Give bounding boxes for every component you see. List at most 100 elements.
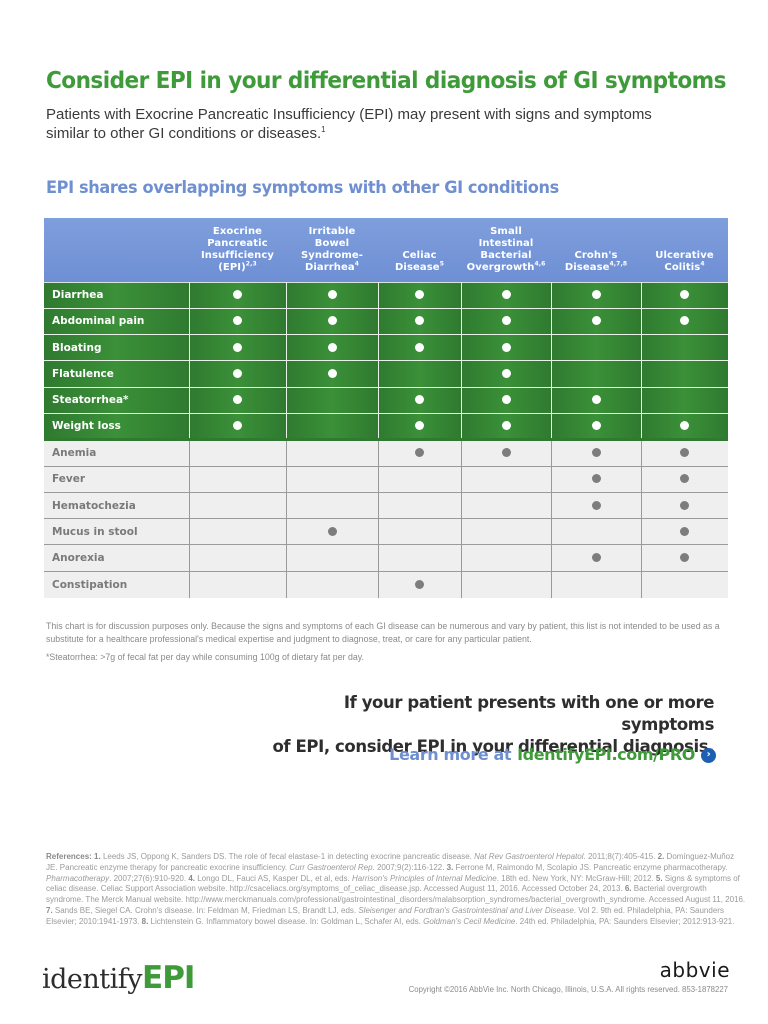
bullet-dot-icon: [680, 316, 690, 326]
reference-item: 4. Longo DL, Fauci AS, Kasper DL, et al,…: [188, 873, 656, 883]
table-row: Anorexia: [44, 544, 728, 572]
bullet-dot-icon: [501, 395, 511, 405]
bullet-dot-icon: [501, 369, 511, 379]
table-row: Bloating: [44, 334, 728, 362]
bullet-dot-icon: [233, 421, 242, 431]
bullet-dot-icon: [591, 553, 601, 563]
table-cell: [285, 307, 379, 336]
chevron-right-icon[interactable]: ›: [701, 747, 716, 763]
intro-paragraph: Patients with Exocrine Pancreatic Insuff…: [46, 105, 686, 143]
table-cell: [550, 438, 642, 467]
table-cell: [640, 544, 728, 572]
bullet-dot-icon: [680, 526, 690, 536]
identifyepi-logo: identify EPI: [42, 960, 195, 996]
table-cell: [377, 544, 462, 572]
copyright: Copyright ©2016 AbbVie Inc. North Chicag…: [408, 985, 728, 994]
column-header: Irritable Bowel Syndrome-Diarrhea4: [286, 218, 378, 282]
symptom-label: Anorexia: [44, 544, 190, 572]
table-cell: [188, 334, 287, 362]
bullet-dot-icon: [680, 500, 690, 510]
reference-item: 8. Lichtenstein G. Inflammatory bowel di…: [141, 916, 735, 926]
bullet-dot-icon: [591, 316, 601, 326]
table-cell: [640, 412, 728, 441]
learn-more: Learn more at IdentifyEPI.com/PRO ›: [389, 743, 716, 767]
table-header-row: Exocrine Pancreatic Insufficiency (EPI)2…: [44, 218, 728, 282]
references: References: 1. Leeds JS, Oppong K, Sande…: [46, 852, 746, 928]
bullet-dot-icon: [501, 290, 511, 300]
bullet-dot-icon: [233, 342, 242, 352]
table-cell: [460, 281, 552, 309]
bullet-dot-icon: [327, 290, 337, 300]
table-cell: [188, 518, 287, 546]
symptom-label: Bloating: [44, 334, 190, 362]
table-cell: [550, 386, 642, 414]
table-cell: [460, 360, 552, 388]
symptom-label: Anemia: [44, 438, 190, 467]
column-header-refs: 5: [439, 260, 444, 268]
bullet-dot-icon: [327, 316, 337, 326]
bullet-dot-icon: [591, 448, 601, 458]
table-cell: [377, 570, 462, 598]
table-cell: [285, 465, 379, 493]
column-header-label: Exocrine Pancreatic Insufficiency (EPI): [200, 225, 275, 273]
table-cell: [188, 360, 287, 388]
table-cell: [460, 570, 552, 598]
table-cell: [640, 386, 728, 414]
symptom-label: Weight loss: [44, 412, 190, 441]
table-cell: [285, 544, 379, 572]
column-header: Exocrine Pancreatic Insufficiency (EPI)2…: [189, 218, 286, 282]
table-row: Hematochezia: [44, 491, 728, 520]
table-cell: [550, 465, 642, 493]
table-cell: [188, 281, 287, 309]
bullet-dot-icon: [233, 316, 242, 326]
table-cell: [377, 412, 462, 441]
intro-reference: 1: [321, 125, 326, 134]
table-cell: [285, 360, 379, 388]
table-cell: [640, 438, 728, 467]
references-label: References:: [46, 852, 92, 861]
table-cell: [550, 334, 642, 362]
section-title: EPI shares overlapping symptoms with oth…: [46, 178, 559, 198]
references-list: 1. Leeds JS, Oppong K, Sanders DS. The r…: [46, 852, 745, 926]
table-cell: [377, 518, 462, 546]
bullet-dot-icon: [233, 369, 242, 379]
table-cell: [377, 438, 462, 467]
table-cell: [460, 544, 552, 572]
symptom-label: Abdominal pain: [44, 307, 190, 336]
bullet-dot-icon: [233, 290, 242, 300]
bullet-dot-icon: [591, 474, 601, 484]
bullet-dot-icon: [501, 316, 511, 326]
table-cell: [640, 491, 728, 520]
table-cell: [377, 334, 462, 362]
table-row: Mucus in stool: [44, 518, 728, 546]
column-header-label: Crohn's Disease: [564, 249, 618, 273]
reference-item: 3. Ferrone M, Raimondo M, Scolapio JS. P…: [46, 862, 728, 883]
bullet-dot-icon: [327, 369, 337, 379]
table-cell: [188, 570, 287, 598]
column-header-refs: 4,6: [534, 260, 546, 268]
table-cell: [188, 386, 287, 414]
symptom-label: Fever: [44, 465, 190, 493]
bullet-dot-icon: [591, 395, 601, 405]
bullet-dot-icon: [501, 421, 511, 431]
bullet-dot-icon: [415, 290, 424, 300]
table-cell: [460, 334, 552, 362]
table-cell: [550, 518, 642, 546]
symptom-label: Mucus in stool: [44, 518, 190, 546]
table-cell: [285, 518, 379, 546]
column-header-refs: 4: [354, 260, 360, 268]
table-cell: [550, 412, 642, 441]
table-cell: [377, 281, 462, 309]
logo-epi: EPI: [142, 960, 195, 996]
table-row: Diarrhea: [44, 281, 728, 309]
table-cell: [460, 465, 552, 493]
table-cell: [285, 334, 379, 362]
table-cell: [550, 544, 642, 572]
intro-text: Patients with Exocrine Pancreatic Insuff…: [46, 106, 652, 142]
bullet-dot-icon: [415, 421, 424, 431]
learn-more-link[interactable]: IdentifyEPI.com/PRO: [517, 745, 695, 764]
table-cell: [285, 386, 379, 414]
table-cell: [377, 360, 462, 388]
table-cell: [188, 412, 287, 441]
bullet-dot-icon: [327, 526, 337, 536]
